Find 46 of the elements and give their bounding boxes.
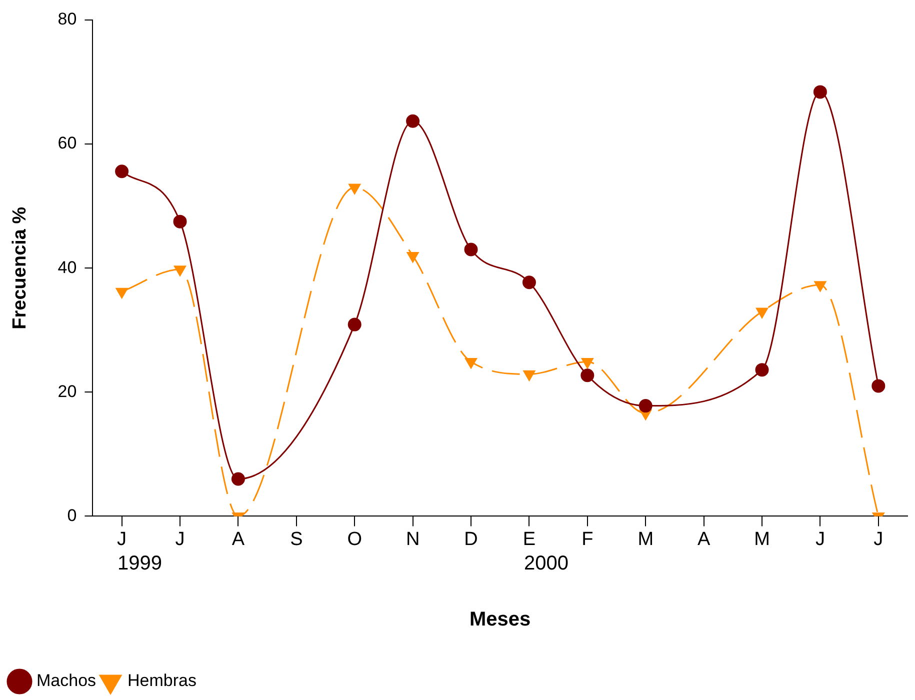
- point: [348, 318, 362, 332]
- x-axis-title: Meses: [470, 608, 531, 631]
- x-tick-label: J: [175, 528, 185, 550]
- point: [755, 363, 769, 377]
- point: [115, 164, 129, 178]
- y-tick-label: 40: [58, 258, 77, 277]
- point: [231, 472, 245, 486]
- x-tick-label: M: [638, 528, 654, 550]
- point: [406, 252, 419, 262]
- point: [116, 288, 128, 298]
- point: [173, 214, 187, 228]
- x-tick-label: S: [290, 528, 303, 550]
- point: [464, 242, 478, 256]
- point: [348, 184, 361, 194]
- point: [406, 114, 420, 128]
- point: [638, 399, 652, 413]
- x-tick-label: F: [582, 528, 594, 550]
- x-tick-label: M: [754, 528, 770, 550]
- legend-label: Hembras: [128, 671, 196, 690]
- x-tick-label: D: [464, 528, 478, 550]
- point: [523, 370, 536, 381]
- y-tick-label: 20: [58, 382, 77, 401]
- point: [813, 85, 827, 99]
- point: [580, 368, 594, 382]
- point: [522, 276, 536, 290]
- x-tick-label: N: [406, 528, 420, 550]
- x-tick-label: A: [232, 528, 245, 550]
- y-tick-label: 0: [67, 506, 77, 525]
- legend-label: Machos: [36, 671, 96, 690]
- point: [174, 266, 186, 276]
- x-tick-label: J: [874, 528, 884, 550]
- text: 2000: [524, 552, 568, 575]
- point: [872, 379, 886, 393]
- y-axis-title: Frecuencia %: [10, 206, 31, 330]
- point: [581, 358, 594, 369]
- point: [756, 308, 768, 318]
- y-tick-label: 80: [58, 10, 77, 29]
- y-tick-label: 60: [58, 134, 77, 153]
- x-tick-label: A: [697, 528, 710, 550]
- x-tick-label: E: [522, 528, 536, 550]
- text: 1999: [118, 552, 162, 575]
- point: [814, 281, 826, 292]
- x-tick-label: O: [347, 528, 362, 550]
- x-tick-label: J: [117, 528, 127, 550]
- point: [465, 358, 477, 369]
- x-tick-label: J: [815, 528, 825, 550]
